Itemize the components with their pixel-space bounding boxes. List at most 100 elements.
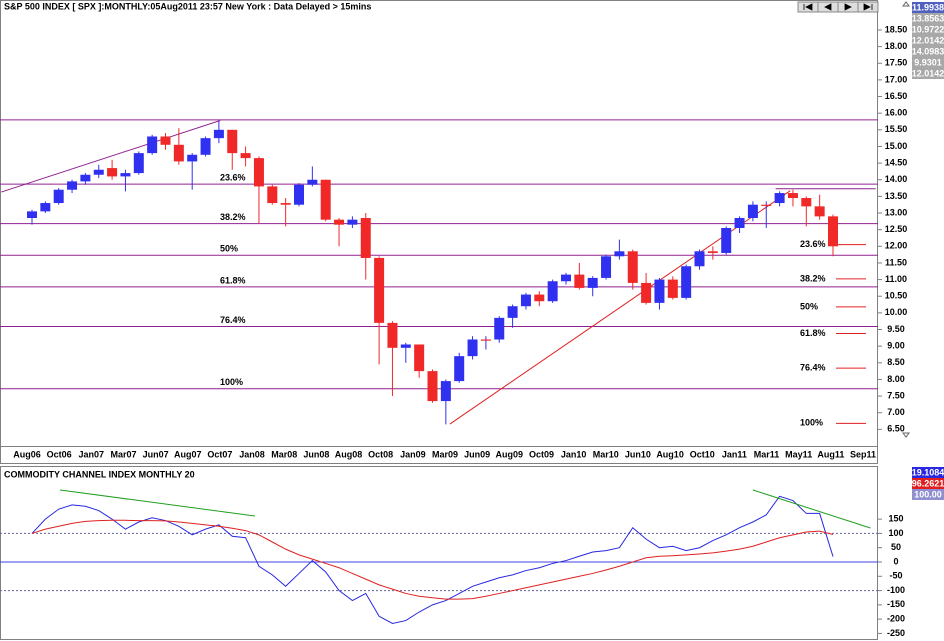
fib-label: 38.2% <box>220 212 246 222</box>
y-tick-label: 10.50 <box>885 291 908 301</box>
x-tick-label: Jan10 <box>561 449 587 459</box>
candle-body <box>227 129 238 154</box>
scroll-down[interactable] <box>902 432 910 438</box>
candle-body <box>507 306 518 318</box>
candle-body <box>774 193 785 204</box>
y-tick-label: 14.00 <box>885 174 908 184</box>
fib-label: 76.4% <box>220 315 246 325</box>
price-box <box>912 13 944 24</box>
y-tick-label: -100 <box>887 585 905 595</box>
fib-label: 61.8% <box>220 275 246 285</box>
x-tick-label: Aug08 <box>335 449 363 459</box>
price-panel-frame <box>0 0 878 464</box>
candle-body <box>40 203 51 212</box>
x-tick-label: Mar09 <box>432 449 458 459</box>
fib-label: 100% <box>220 377 243 387</box>
x-tick-label: Jun10 <box>625 449 651 459</box>
candle-body <box>561 274 571 282</box>
x-tick-label: Jan09 <box>400 449 426 459</box>
y-tick-label: 9.50 <box>887 324 905 334</box>
x-tick-label: May11 <box>785 449 812 459</box>
fib2-label: 23.6% <box>800 239 826 249</box>
candle-body <box>53 189 64 204</box>
scroll-up[interactable] <box>902 1 910 7</box>
candle-body <box>681 266 692 298</box>
candle-body <box>828 216 838 247</box>
candle-body <box>147 136 158 154</box>
x-tick-label: Sep11 <box>850 449 876 459</box>
candle-body <box>360 218 371 258</box>
y-tick-label: 7.00 <box>887 407 905 417</box>
fib-label: 23.6% <box>220 172 246 182</box>
price-box-label: 10.9722 <box>912 24 944 34</box>
price-box-label: 13.8563 <box>912 13 944 23</box>
y-tick-label: 15.00 <box>885 141 908 151</box>
candle-body <box>494 317 505 340</box>
x-tick-label: Oct06 <box>47 449 72 459</box>
candle-body <box>187 154 198 162</box>
x-tick-label: Mar08 <box>271 449 297 459</box>
fib2-label: 61.8% <box>800 328 826 338</box>
candle-body <box>294 184 304 205</box>
nav-buttons[interactable] <box>797 1 879 13</box>
x-tick-label: Jan11 <box>722 449 747 459</box>
fib2-label: 50% <box>800 301 818 311</box>
candle-body <box>707 251 718 253</box>
x-tick-label: Aug07 <box>174 449 202 459</box>
candle-body <box>347 219 358 225</box>
x-tick-label: Oct07 <box>207 449 232 459</box>
cci-panel-frame <box>0 466 878 640</box>
price-box <box>912 57 944 68</box>
candle-body <box>80 174 91 182</box>
candle-body <box>534 294 545 302</box>
fib-label: 50% <box>220 244 238 254</box>
candle-body <box>601 256 612 278</box>
y-tick-label: 12.50 <box>885 224 908 234</box>
candle-body <box>734 218 745 228</box>
y-tick-label: 13.00 <box>885 207 908 217</box>
trendline <box>59 489 256 517</box>
candle-body <box>200 138 211 155</box>
candle-body <box>440 381 451 402</box>
candle-body <box>133 153 144 174</box>
y-tick-label: 100 <box>888 528 903 538</box>
price-box <box>912 24 944 35</box>
y-tick-label: 11.50 <box>885 257 907 267</box>
candle-body <box>307 179 318 185</box>
candle-body <box>93 169 104 175</box>
value-box-label: 19.1084 <box>912 467 944 477</box>
value-box-label: 96.2621 <box>912 478 944 488</box>
x-tick-label: Mar11 <box>754 449 780 459</box>
candle-body <box>454 356 465 382</box>
candle-body <box>334 219 345 225</box>
x-tick-label: Jun07 <box>143 449 169 459</box>
y-tick-label: 17.50 <box>885 58 908 68</box>
y-tick-label: 11.00 <box>885 274 907 284</box>
trendline <box>449 190 791 425</box>
candle-body <box>587 277 598 288</box>
value-box <box>912 489 944 500</box>
trendline <box>752 489 871 529</box>
fib2-label: 38.2% <box>800 273 826 283</box>
chart-title: S&P 500 INDEX [ SPX ]:MONTHLY:05Aug2011 … <box>4 1 371 11</box>
candle-body <box>761 204 772 206</box>
price-box <box>912 35 944 46</box>
price-box-label: 14.0983 <box>912 46 944 56</box>
candle-body <box>120 173 131 177</box>
candle-body <box>240 153 251 159</box>
y-tick-label: 10.00 <box>885 307 908 317</box>
price-box-label: 11.9938 <box>912 2 944 12</box>
candle-body <box>173 144 184 162</box>
y-tick-label: 16.00 <box>885 108 908 118</box>
price-box-label: 12.0142 <box>912 35 944 45</box>
candle-body <box>787 193 798 199</box>
candle-body <box>400 344 411 348</box>
candle-body <box>480 339 491 341</box>
candle-body <box>747 204 758 219</box>
cci-title: COMMODITY CHANNEL INDEX MONTHLY 20 <box>4 469 195 479</box>
candle-body <box>654 279 665 303</box>
candle-body <box>374 257 385 323</box>
cci-line <box>31 519 834 600</box>
candle-body <box>267 186 278 204</box>
